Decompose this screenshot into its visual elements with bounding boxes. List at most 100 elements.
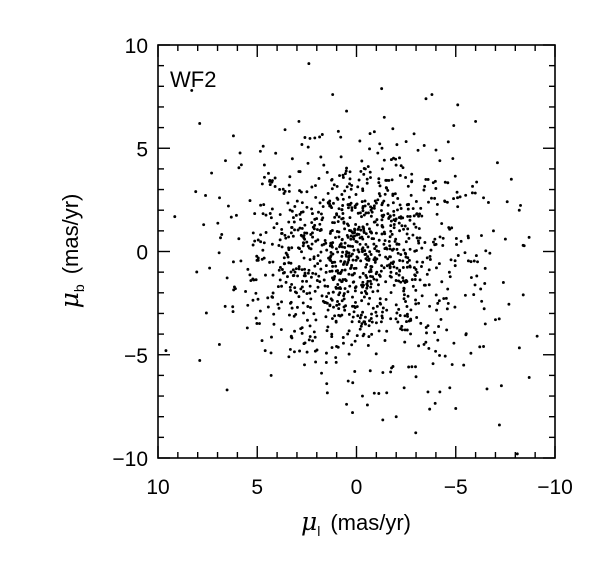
data-point <box>343 268 347 272</box>
data-point <box>369 214 373 218</box>
data-point <box>264 231 268 234</box>
data-point <box>480 234 483 237</box>
data-point <box>308 324 312 328</box>
data-point <box>357 232 361 236</box>
data-point <box>318 201 322 205</box>
data-point <box>370 237 374 241</box>
data-point <box>402 293 406 297</box>
data-point <box>307 62 311 66</box>
data-point <box>324 361 328 364</box>
data-point <box>358 242 362 246</box>
data-point <box>375 218 379 222</box>
data-point <box>356 256 360 260</box>
data-point <box>396 320 400 324</box>
data-point <box>386 257 390 261</box>
data-point <box>364 232 368 236</box>
data-point <box>341 250 345 254</box>
data-point <box>372 204 376 208</box>
data-point <box>341 336 345 339</box>
data-point <box>362 172 366 176</box>
data-point <box>301 210 305 214</box>
data-point <box>368 147 371 151</box>
data-point <box>253 212 257 216</box>
data-point <box>248 199 252 203</box>
data-point <box>406 227 410 231</box>
data-point <box>390 178 394 182</box>
data-point <box>414 268 418 271</box>
data-point <box>331 93 335 97</box>
data-point <box>286 275 289 279</box>
data-point <box>433 196 437 200</box>
data-point <box>385 329 389 333</box>
data-point <box>464 193 468 197</box>
data-point <box>417 241 421 245</box>
data-point <box>515 452 519 456</box>
data-point <box>365 292 369 296</box>
data-point <box>399 280 403 284</box>
data-point <box>469 276 473 280</box>
data-point <box>435 266 438 270</box>
data-point <box>302 311 306 315</box>
data-point <box>266 305 270 309</box>
data-point <box>290 226 294 229</box>
data-point <box>438 353 441 357</box>
data-point <box>296 228 300 232</box>
data-point <box>345 166 349 170</box>
data-point <box>403 224 407 228</box>
data-point <box>380 209 383 212</box>
data-point <box>365 403 369 407</box>
data-point <box>415 316 419 319</box>
data-point <box>352 237 356 241</box>
data-point <box>441 236 445 240</box>
data-point <box>438 235 442 239</box>
data-point <box>375 314 379 318</box>
data-point <box>372 391 376 395</box>
data-point <box>309 297 313 301</box>
data-point <box>434 349 438 353</box>
data-point <box>234 213 238 217</box>
data-point <box>413 249 417 253</box>
data-point <box>339 259 343 263</box>
data-point <box>427 268 431 272</box>
data-point <box>368 319 371 323</box>
data-point <box>272 226 276 230</box>
data-point <box>355 202 359 206</box>
data-point <box>385 308 389 312</box>
data-point <box>426 178 430 181</box>
data-point <box>330 317 334 320</box>
y-tick-labels: 10 5 0 −5 −10 <box>112 35 148 471</box>
data-point <box>288 208 292 212</box>
data-point <box>494 318 497 322</box>
data-point <box>397 221 401 225</box>
data-point <box>337 230 341 234</box>
data-point <box>259 233 263 237</box>
data-point <box>338 243 342 247</box>
data-point <box>361 206 365 210</box>
data-point <box>412 214 416 218</box>
data-point <box>368 296 372 300</box>
data-point <box>302 256 306 260</box>
data-point <box>335 303 339 307</box>
data-point <box>310 242 314 246</box>
data-point <box>275 222 279 226</box>
data-point <box>441 244 445 247</box>
data-point <box>382 242 386 246</box>
data-point <box>336 271 340 275</box>
data-point <box>396 208 399 212</box>
data-point <box>334 319 338 323</box>
data-point <box>340 193 344 196</box>
data-point <box>305 205 309 209</box>
data-point <box>315 279 319 282</box>
data-point <box>266 296 270 300</box>
data-point <box>386 203 390 207</box>
data-point <box>226 204 230 208</box>
data-point <box>321 205 325 208</box>
data-point <box>391 248 394 252</box>
data-point <box>406 314 410 318</box>
data-point <box>472 259 476 263</box>
data-point <box>355 334 359 338</box>
data-point <box>446 301 450 305</box>
data-point <box>262 163 266 167</box>
data-point <box>334 360 338 364</box>
data-point <box>369 205 373 209</box>
